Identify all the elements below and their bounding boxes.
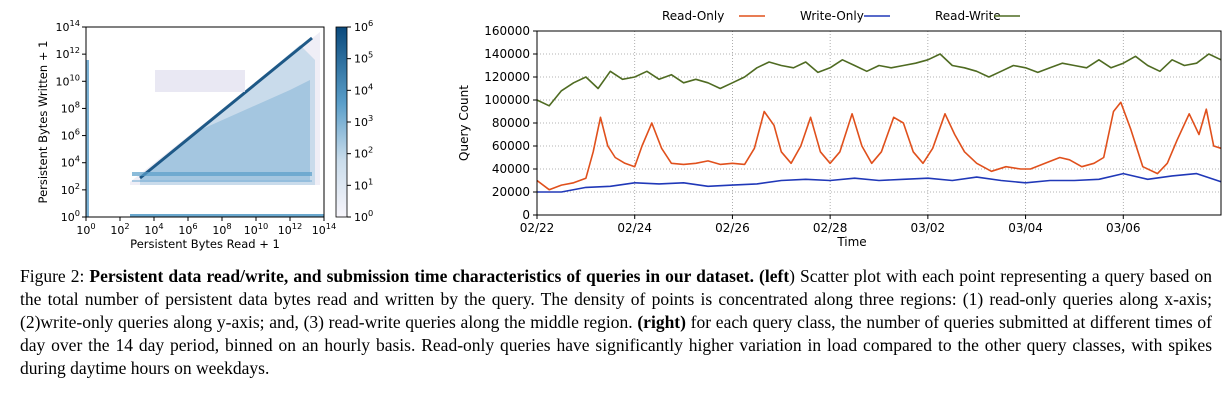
caption-right-text: for each query class, the number of quer…	[20, 312, 1212, 378]
line-chart-y-tick-label: 40000	[492, 162, 530, 176]
heatmap-y-tick-label: 1014	[56, 18, 81, 34]
read-write-dense-region	[140, 80, 310, 182]
density-band-1	[132, 172, 312, 176]
line-chart-grid	[536, 30, 1221, 216]
heatmap-x-ticks: 100 102 104 106 108 1010 1012 1014	[76, 217, 336, 237]
line-chart-y-tick-label: 120000	[484, 70, 530, 84]
heatmap-y-tick-label: 1012	[56, 45, 81, 61]
series-line-read-write	[536, 53, 1222, 107]
line-chart-y-tick-label: 60000	[492, 139, 530, 153]
heatmap-y-ticks: 100 102 104 106 108 1010 1012 1014	[56, 18, 86, 224]
line-chart-x-tick-label: 02/28	[813, 221, 848, 235]
line-chart-legend: Read-Only Write-Only Read-Write	[662, 9, 1020, 23]
write-only-band	[86, 60, 89, 217]
colorbar-ticks: 100 101 102 103 104 105 106	[347, 18, 373, 224]
caption-left-text: ) Scatter plot with each point represent…	[20, 266, 1212, 332]
heatmap-chart: 100 102 104 106 108 1010 1012 1014 100 102 104 106…	[36, 18, 373, 251]
line-chart-series	[536, 53, 1222, 193]
heatmap-x-tick-label: 1014	[312, 221, 337, 237]
line-chart-x-ticks: 02/22 02/24 02/26 02/28 03/02 03/04 03/06	[520, 215, 1141, 235]
line-chart-y-ticks: 0 20000 40000 60000 80000 100000 120000 140000 1…	[484, 24, 537, 222]
line-chart-y-tick-label: 0	[522, 208, 530, 222]
heatmap-x-tick-label: 100	[76, 221, 95, 237]
heatmap-y-tick-label: 102	[61, 181, 80, 197]
read-only-band	[130, 214, 324, 217]
colorbar-tick-label: 103	[354, 113, 373, 129]
line-chart-x-tick-label: 03/02	[911, 221, 946, 235]
colorbar-tick-label: 105	[354, 50, 373, 66]
line-chart-x-tick-label: 03/04	[1008, 221, 1043, 235]
faint-upper-band	[155, 70, 245, 92]
line-chart-y-tick-label: 100000	[484, 93, 530, 107]
series-line-read-only	[536, 101, 1222, 191]
heatmap-x-tick-label: 102	[110, 221, 129, 237]
heatmap-y-tick-label: 100	[61, 208, 80, 224]
line-chart-y-tick-label: 80000	[492, 116, 530, 130]
heatmap-y-label: Persistent Bytes Written + 1	[36, 41, 50, 204]
colorbar	[335, 26, 348, 218]
heatmap-y-tick-label: 106	[61, 127, 80, 143]
figure: 100 102 104 106 108 1010 1012 1014 100102104106…	[36, 9, 1222, 251]
colorbar-tick-label: 102	[354, 145, 373, 161]
colorbar-tick-label: 100	[354, 208, 373, 224]
line-chart-x-tick-label: 02/24	[617, 221, 652, 235]
caption-bold-title: Persistent data read/write, and submissi…	[89, 266, 754, 286]
figure-caption: Figure 2: Persistent data read/write, an…	[20, 265, 1212, 380]
caption-label: Figure 2:	[20, 266, 90, 286]
heatmap-x-label: Persistent Bytes Read + 1	[130, 237, 280, 251]
density-band-2	[132, 180, 312, 182]
heatmap-x-tick-label: 1010	[244, 221, 269, 237]
legend-label-read-write: Read-Write	[935, 9, 1001, 23]
line-chart-x-label: Time	[836, 235, 866, 249]
heatmap-y-tick-label: 104	[61, 154, 80, 170]
heatmap-x-tick-label: 104	[144, 221, 163, 237]
line-chart-y-tick-label: 140000	[484, 47, 530, 61]
heatmap-y-tick-label: 108	[61, 99, 80, 115]
line-chart-y-tick-label: 20000	[492, 185, 530, 199]
line-chart: 0 20000 40000 60000 80000 100000 120000 140000 1…	[457, 9, 1222, 249]
line-chart-y-tick-label: 160000	[484, 24, 530, 38]
legend-label-read-only: Read-Only	[662, 9, 724, 23]
legend-label-write-only: Write-Only	[800, 9, 864, 23]
line-chart-x-tick-label: 03/06	[1106, 221, 1141, 235]
heatmap-frame	[85, 26, 325, 218]
heatmap-x-tick-label: 1012	[278, 221, 303, 237]
colorbar-tick-label: 101	[354, 176, 373, 192]
colorbar-tick-label: 106	[354, 18, 373, 34]
heatmap-density	[86, 32, 324, 217]
heatmap-y-tick-label: 1010	[56, 72, 81, 88]
caption-left-tag: (left	[759, 266, 790, 286]
series-line-write-only	[537, 172, 1222, 193]
heatmap-x-tick-label: 106	[178, 221, 197, 237]
caption-right-tag: (right)	[637, 312, 686, 332]
read-write-diagonal	[139, 36, 313, 180]
line-chart-x-tick-label: 02/26	[715, 221, 750, 235]
heatmap-x-tick-label: 108	[212, 221, 231, 237]
line-chart-y-label: Query Count	[457, 85, 471, 161]
colorbar-tick-label: 104	[354, 81, 373, 97]
line-chart-x-tick-label: 02/22	[520, 221, 555, 235]
